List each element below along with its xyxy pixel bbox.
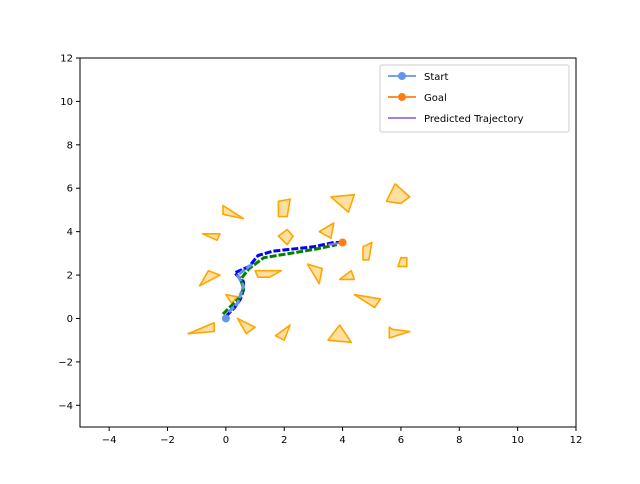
obstacle-polygon [362,241,373,261]
legend-marker [398,93,406,101]
legend-label: Predicted Trajectory [424,114,524,125]
legend-box [379,64,570,133]
x-tick-label: 12 [570,435,583,446]
legend-label: Start [424,72,449,83]
obstacle-polygon [318,222,335,239]
obstacle-polygon [277,228,294,246]
x-tick-label: 10 [511,435,524,446]
plot-frame [79,57,577,428]
markers-layer [221,238,347,323]
legend-label: Goal [424,93,447,104]
obstacles-layer [187,183,411,344]
x-tick-label: 4 [339,435,345,446]
obstacle-polygon [222,204,245,220]
obstacle-polygon [327,324,353,344]
y-tick-label: 8 [67,140,73,151]
obstacle-polygon [277,198,291,218]
y-axis-ticks: −4 −2 0 2 4 6 8 10 12 [58,54,80,412]
obstacle-polygon [198,269,221,287]
trajectory-line [227,262,253,314]
obstacle-polygon [274,324,291,342]
obstacle-polygon [388,326,411,339]
obstacle-polygon [306,263,324,285]
obstacle-polygon [254,269,283,279]
y-tick-label: 0 [67,314,73,325]
x-tick-label: 0 [223,435,229,446]
y-tick-label: 10 [60,97,73,108]
x-tick-label: 6 [398,435,404,446]
y-tick-label: −4 [58,401,73,412]
obstacle-polygon [397,256,408,268]
obstacle-polygon [225,293,239,305]
y-tick-label: −2 [58,357,73,368]
x-tick-label: 2 [281,435,287,446]
trajectory-line [221,243,338,316]
obstacle-polygon [236,317,256,335]
trajectory-layer [221,241,343,318]
x-tick-label: −2 [160,435,175,446]
obstacle-polygon [353,293,382,309]
y-tick-label: 6 [67,184,73,195]
obstacle-polygon [338,269,356,281]
obstacle-polygon [330,193,356,213]
legend-marker [398,72,406,80]
x-tick-label: −4 [102,435,117,446]
x-axis-ticks: −4 −2 0 2 4 6 8 10 12 [102,427,583,446]
start-marker [221,314,230,323]
obstacle-polygon [385,183,411,205]
y-tick-label: 4 [67,227,73,238]
x-tick-label: 8 [456,435,462,446]
y-tick-label: 12 [60,54,73,65]
legend: Start Goal Predicted Trajectory [379,64,570,133]
goal-marker [338,238,347,247]
obstacle-polygon [201,233,221,242]
y-tick-label: 2 [67,271,73,282]
obstacle-polygon [187,321,215,335]
